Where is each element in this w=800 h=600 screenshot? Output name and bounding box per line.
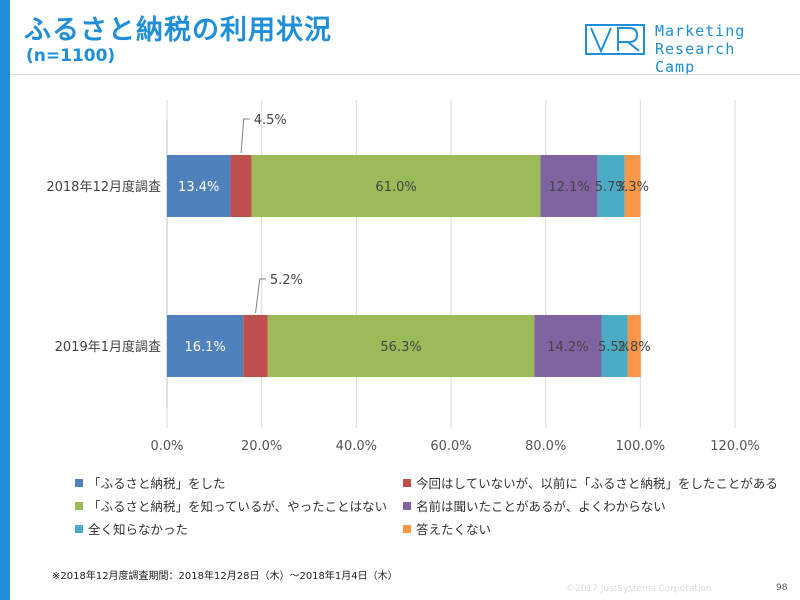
x-tick-label-3: 60.0% — [430, 439, 471, 454]
data-label-1-1: 5.2% — [270, 273, 303, 288]
stacked-bar-chart: 0.0% 20.0% 40.0% 60.0% 80.0% 100.0% 120.0% 2018… — [46, 100, 760, 454]
legend-item-5: 答えたくない — [403, 519, 491, 538]
brand-logo: Marketing Research Camp — [585, 22, 785, 76]
bar-segment-1-4 — [601, 315, 628, 377]
legend-label-2: 「ふるさと納税」を知っているが、やったことはない — [88, 499, 388, 514]
data-label-0-1: 4.5% — [254, 113, 287, 128]
legend-item-3: 名前は聞いたことがあるが、よくわからない — [403, 496, 666, 515]
x-tick-label-2: 40.0% — [336, 439, 377, 454]
legend-label-4: 全く知らなかった — [88, 522, 189, 537]
bar-segment-0-1 — [230, 155, 252, 217]
bar-segment-0-2 — [251, 155, 541, 217]
legend-label-3: 名前は聞いたことがあるが、よくわからない — [416, 499, 666, 514]
header-divider — [10, 74, 800, 75]
bar-segment-0-0 — [167, 155, 231, 217]
data-label-1-2: 56.3% — [380, 340, 421, 355]
bar-segment-1-3 — [534, 315, 602, 377]
legend-swatch-1 — [403, 479, 411, 487]
bar-segment-1-1 — [243, 315, 268, 377]
legend-label-1: 今回はしていないが、以前に「ふるさと納税」をしたことがある — [416, 476, 778, 491]
logo-line-1: Marketing — [655, 22, 746, 40]
bar-segment-0-5 — [624, 155, 641, 217]
data-label-0-4: 5.7% — [595, 180, 628, 195]
legend-label-0: 「ふるさと納税」をした — [88, 476, 226, 491]
callout-leader-1 — [255, 278, 266, 314]
legend-swatch-3 — [403, 502, 411, 510]
callout-leader-0 — [240, 118, 250, 154]
x-tick-label-1: 20.0% — [241, 439, 282, 454]
x-tick-label-4: 80.0% — [525, 439, 566, 454]
legend-swatch-4 — [75, 525, 83, 533]
x-tick-label-5: 100.0% — [616, 439, 666, 454]
sample-size: (n=1100) — [26, 46, 116, 66]
data-label-1-0: 16.1% — [184, 340, 225, 355]
bar-segment-1-2 — [267, 315, 535, 377]
legend-item-4: 全く知らなかった — [75, 519, 188, 538]
accent-side-bar — [0, 0, 10, 600]
data-label-1-5: 2.8% — [618, 340, 651, 355]
data-label-0-0: 13.4% — [178, 180, 219, 195]
legend-swatch-2 — [75, 502, 83, 510]
data-label-1-3: 14.2% — [547, 340, 588, 355]
legend-swatch-0 — [75, 479, 83, 487]
x-tick-label-0: 0.0% — [150, 439, 183, 454]
legend-item-2: 「ふるさと納税」を知っているが、やったことはない — [75, 496, 387, 515]
category-label-1: 2019年1月度調査 — [55, 339, 161, 355]
data-label-1-4: 5.5% — [598, 340, 631, 355]
data-label-0-3: 12.1% — [548, 180, 589, 195]
legend-item-0: 「ふるさと納税」をした — [75, 473, 226, 492]
page-title: ふるさと納税の利用状況 — [24, 15, 332, 46]
copyright: ©2017 JustSystems Corporation — [566, 584, 712, 594]
logo-line-2: Research Camp — [655, 40, 736, 76]
bar-segment-1-5 — [627, 315, 641, 377]
legend-item-1: 今回はしていないが、以前に「ふるさと納税」をしたことがある — [403, 473, 778, 492]
legend-swatch-5 — [403, 525, 411, 533]
page-number: 98 — [776, 583, 788, 593]
bar-segment-0-3 — [540, 155, 598, 217]
category-label-0: 2018年12月度調査 — [46, 179, 161, 195]
bar-segment-1-0 — [167, 315, 244, 377]
data-label-0-2: 61.0% — [375, 180, 416, 195]
legend-label-5: 答えたくない — [416, 522, 492, 537]
data-label-0-5: 3.3% — [616, 180, 649, 195]
logo-mark-icon — [585, 24, 645, 55]
footnote: ※2018年12月度調査期間：2018年12月28日（木）～2018年1月4日（… — [52, 571, 398, 582]
x-tick-label-6: 120.0% — [710, 439, 760, 454]
bar-segment-0-4 — [597, 155, 625, 217]
logo-text: Marketing Research Camp — [655, 22, 785, 76]
